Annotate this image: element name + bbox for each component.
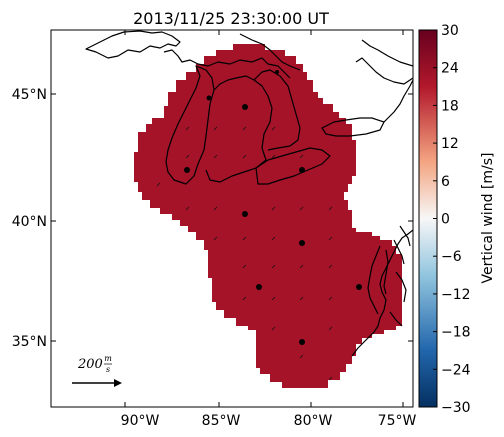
station-marker: [356, 284, 362, 290]
scale-unit-num: m: [104, 354, 112, 363]
lon-ticks: [124, 30, 404, 407]
station-marker: [256, 284, 262, 290]
station-marker: [299, 339, 305, 345]
colorbar-label: Vertical wind [m/s]: [480, 153, 496, 284]
station-markers: [184, 70, 362, 345]
lat-ticks: [51, 93, 413, 342]
lat-tick-label: 40°N: [12, 214, 47, 230]
lat-tick-label: 35°N: [12, 334, 47, 350]
station-marker: [242, 211, 248, 217]
coastlines: [85, 30, 413, 357]
station-marker: [299, 167, 305, 173]
colorbar-tick-label: 30: [441, 23, 459, 39]
map-title: 2013/11/25 23:30:00 UT: [133, 9, 329, 28]
colorbar-tick-label: 24: [441, 61, 459, 77]
scale-value: 200: [77, 357, 103, 372]
station-marker: [275, 70, 279, 74]
colorbar-tick-label: 12: [441, 136, 459, 152]
vertical-wind-field: [134, 44, 402, 388]
lat-tick-label: 45°N: [12, 87, 47, 103]
lon-tick-label: 90°W: [121, 413, 160, 429]
colorbar-tick-label: 6: [441, 174, 450, 190]
colorbar-tick-labels: 30 24 18 12 6 0 −6 −12 −18 −24 −30: [441, 23, 471, 416]
scale-arrow: [72, 379, 122, 387]
station-marker: [242, 104, 248, 110]
scale-arrow-label: 200 m s: [77, 354, 112, 374]
colorbar-tick-label: −12: [441, 287, 471, 303]
map-border: [50, 29, 414, 408]
scale-unit-den: s: [106, 365, 110, 374]
lon-tick-label: 80°W: [294, 413, 333, 429]
colorbar-tick-label: 18: [441, 98, 459, 114]
colorbar-ticks: [433, 29, 437, 408]
colorbar-tick-label: 0: [441, 212, 450, 228]
station-marker: [299, 240, 305, 246]
station-marker: [184, 167, 190, 173]
lon-tick-label: 85°W: [202, 413, 241, 429]
colorbar-tick-label: −24: [441, 362, 471, 378]
station-marker: [206, 95, 212, 101]
lon-tick-label: 75°W: [378, 413, 417, 429]
colorbar-tick-label: −18: [441, 325, 471, 341]
colorbar-tick-label: −6: [441, 249, 462, 265]
wind-vectors: [156, 126, 333, 381]
colorbar-tick-label: −30: [441, 400, 471, 416]
